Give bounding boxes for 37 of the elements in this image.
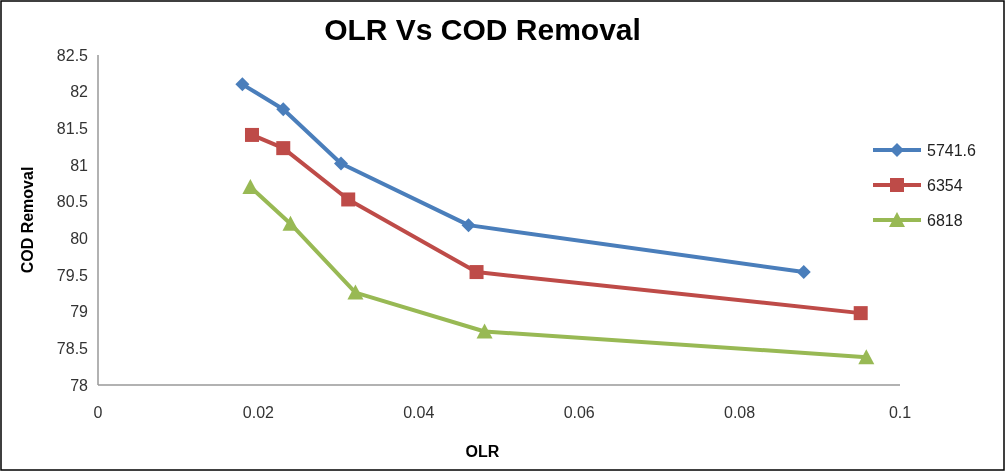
point [235, 77, 250, 92]
legend-label: 5741.6 [927, 141, 977, 159]
chart-title: OLR Vs COD Removal [324, 13, 641, 46]
y-tick-label: 82.5 [56, 46, 89, 64]
point [853, 306, 868, 321]
x-tick-label: 0.02 [242, 404, 275, 421]
x-axis-title: OLR [465, 443, 500, 460]
y-tick-label: 78 [70, 376, 89, 394]
point [276, 102, 291, 117]
point [334, 156, 349, 171]
point [796, 265, 811, 280]
point [476, 323, 493, 339]
point [282, 215, 299, 231]
y-tick-label: 81.5 [56, 119, 89, 137]
y-tick-label: 80.5 [56, 193, 89, 211]
legend-label: 6354 [927, 176, 963, 194]
point [244, 127, 259, 142]
x-tick-label: 0.06 [563, 404, 595, 421]
x-tick-label: 0.1 [888, 404, 912, 421]
point [469, 265, 484, 280]
x-tick-label: 0.08 [724, 404, 756, 421]
point [461, 218, 476, 233]
point [347, 284, 364, 300]
y-tick-label: 79.5 [56, 266, 89, 284]
x-tick-label: 0 [93, 404, 103, 421]
legend-label: 6818 [927, 211, 963, 229]
y-tick-label: 82 [70, 83, 89, 101]
y-axis-title: COD Removal [19, 166, 36, 274]
y-tick-label: 79 [70, 303, 89, 321]
y-tick-label: 81 [70, 156, 89, 174]
point [341, 192, 356, 207]
y-tick-label: 80 [70, 229, 89, 247]
point [858, 349, 875, 365]
y-tick-label: 78.5 [56, 339, 89, 357]
point [276, 141, 291, 156]
x-tick-label: 0.04 [403, 404, 435, 421]
point [242, 179, 259, 194]
